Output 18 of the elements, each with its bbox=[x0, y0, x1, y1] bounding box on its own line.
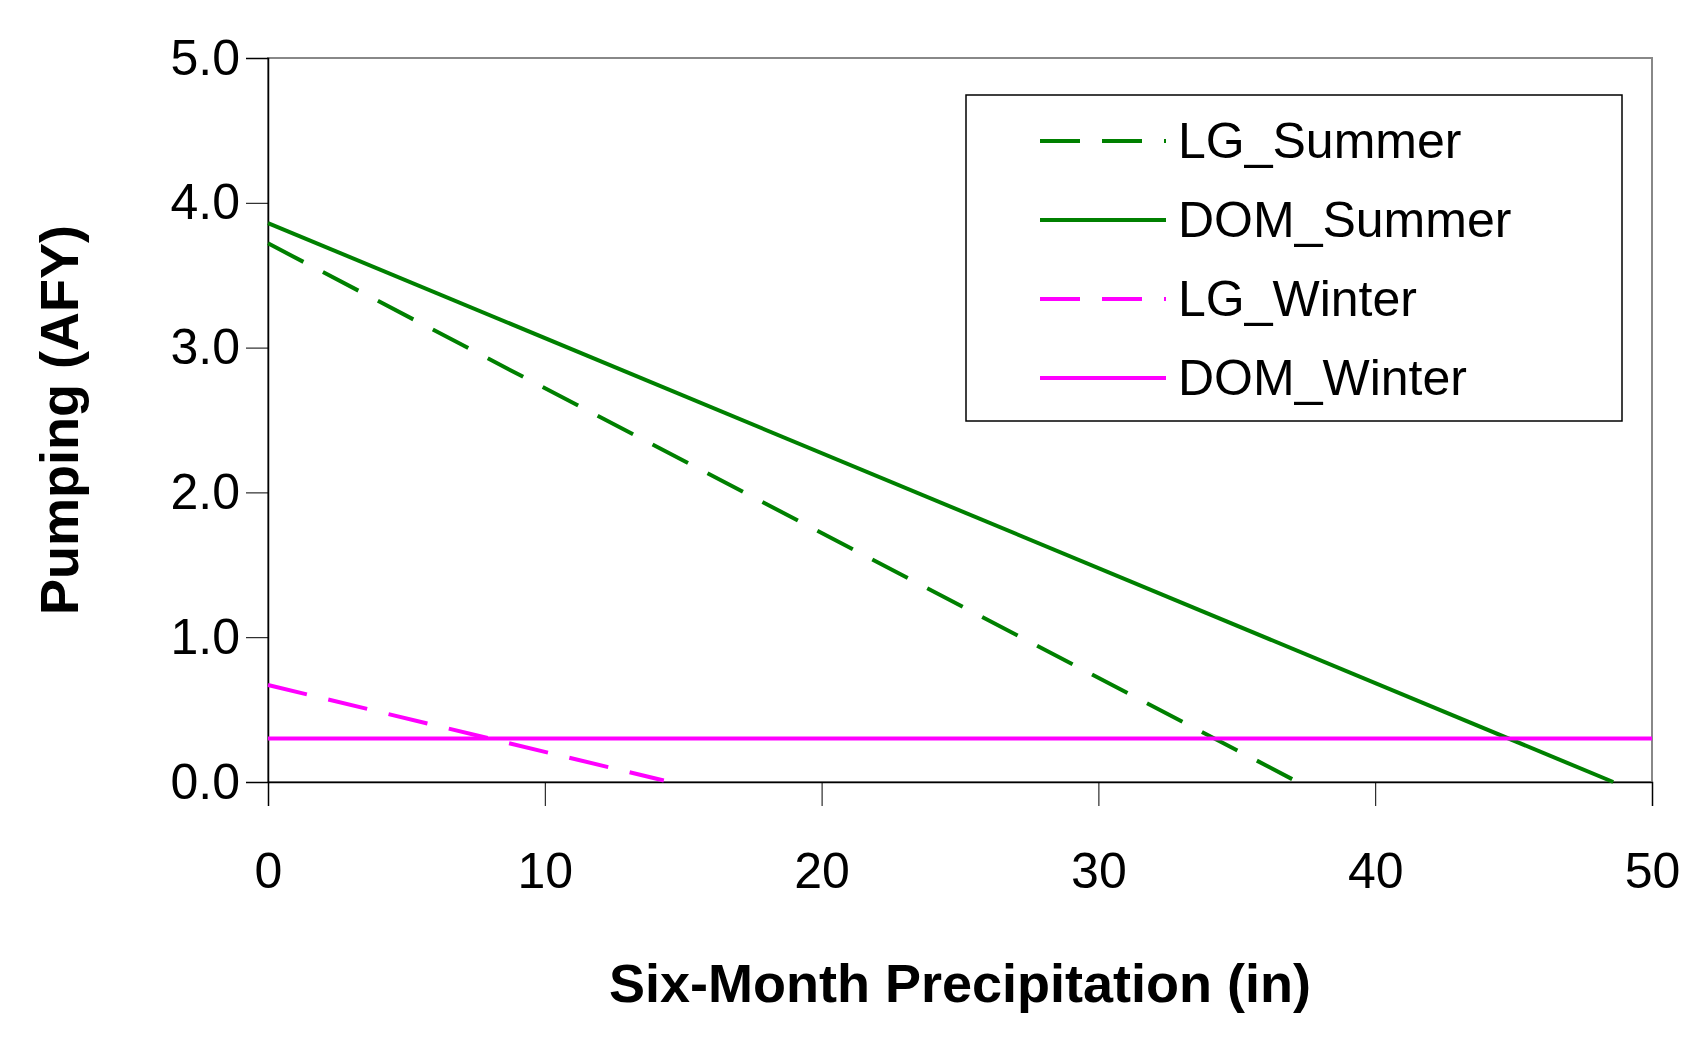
legend-label: LG_Summer bbox=[1178, 113, 1462, 169]
legend-label: DOM_Winter bbox=[1178, 350, 1467, 406]
y-axis-title: Pumping (AFY) bbox=[29, 225, 89, 615]
x-tick-label: 30 bbox=[1071, 842, 1127, 899]
x-axis-title: Six-Month Precipitation (in) bbox=[609, 953, 1311, 1013]
legend-label: LG_Winter bbox=[1178, 271, 1417, 327]
y-tick-label: 4.0 bbox=[170, 174, 240, 231]
y-tick-label: 3.0 bbox=[170, 319, 240, 376]
legend-label: DOM_Summer bbox=[1178, 192, 1512, 248]
y-tick-label: 0.0 bbox=[170, 753, 240, 810]
x-tick-label: 0 bbox=[254, 842, 283, 899]
y-tick-label: 1.0 bbox=[170, 608, 240, 665]
y-tick-label: 2.0 bbox=[170, 463, 240, 520]
x-tick-label: 40 bbox=[1347, 842, 1404, 899]
x-tick-label: 50 bbox=[1624, 842, 1681, 899]
x-tick-label: 20 bbox=[794, 842, 850, 899]
x-tick-label: 10 bbox=[517, 842, 574, 899]
y-tick-label: 5.0 bbox=[170, 29, 240, 86]
